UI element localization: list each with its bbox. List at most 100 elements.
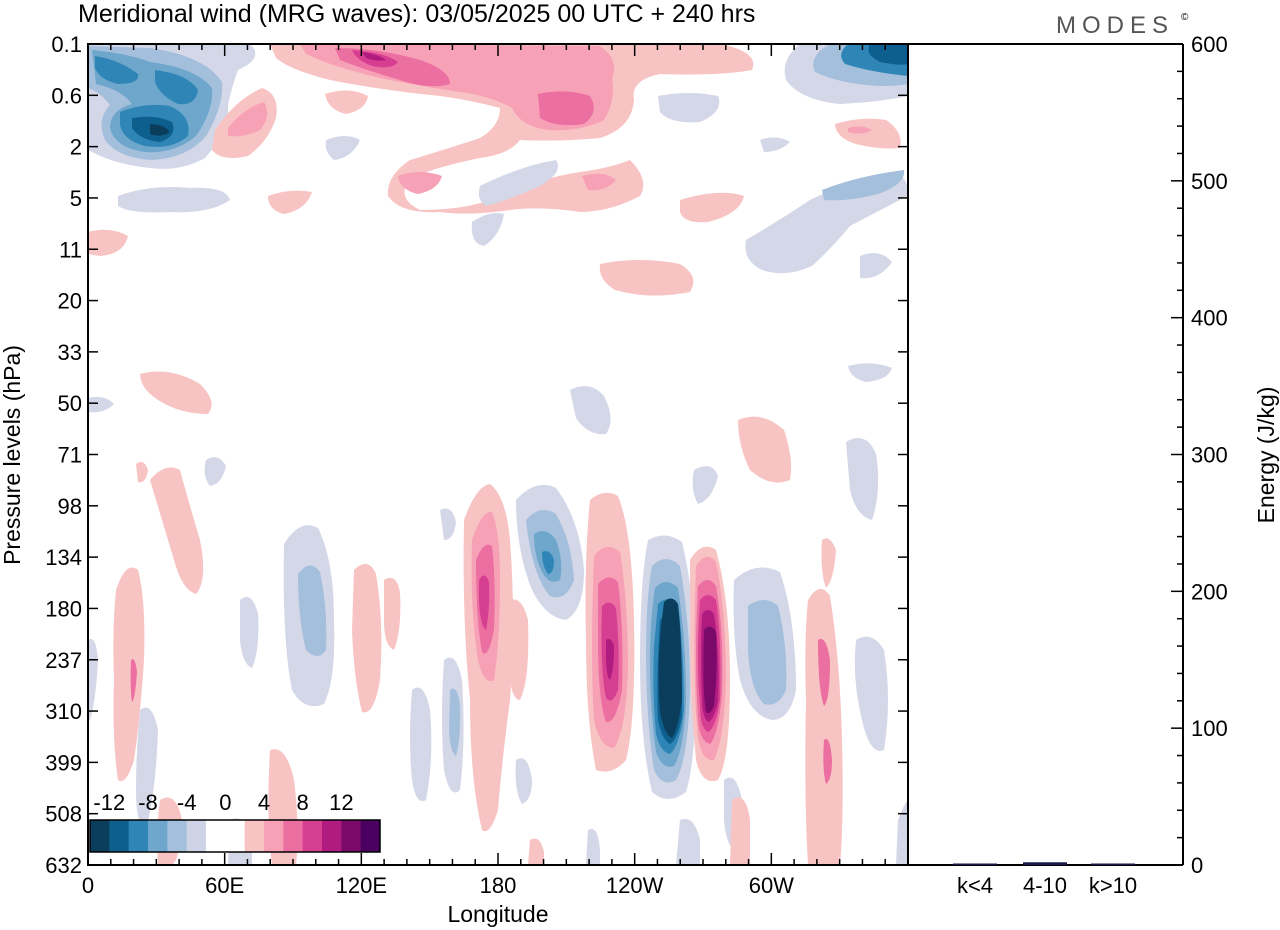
y-tick-label: 508 bbox=[45, 802, 82, 827]
colorbar-label: -12 bbox=[93, 790, 125, 815]
logo-text: MODES bbox=[1056, 12, 1174, 39]
contour-pink-5hpa-c bbox=[268, 190, 312, 214]
energy-bar bbox=[1023, 862, 1067, 865]
colorbar-swatch bbox=[360, 820, 381, 852]
colorbar-label: 0 bbox=[219, 790, 231, 815]
y-tick-label: 71 bbox=[58, 443, 82, 468]
x-tick-label: 60W bbox=[749, 873, 794, 898]
contour-pink-5hpa bbox=[398, 172, 442, 194]
contour-lav-60e bbox=[240, 597, 259, 668]
contour-lav-100w-low bbox=[676, 818, 700, 865]
contour-pink-upper-band-2 bbox=[335, 48, 594, 126]
contour-pink-110w-5 bbox=[703, 626, 717, 714]
contour-pink-110e bbox=[352, 563, 382, 713]
contour-lav-30w bbox=[896, 800, 908, 865]
colorbar-label: 8 bbox=[297, 790, 309, 815]
logo-mark: © bbox=[1181, 12, 1189, 23]
energy-tick-label: 300 bbox=[1191, 443, 1228, 468]
modes-logo: MODES © bbox=[1056, 12, 1189, 39]
contour-pink-5hpa-d bbox=[680, 192, 744, 223]
contour-pink-71hpa-right bbox=[738, 416, 792, 483]
contour-pink-right-upper bbox=[835, 118, 901, 149]
colorbar-label: 12 bbox=[329, 790, 353, 815]
energy-category-label: k>10 bbox=[1089, 873, 1137, 898]
x-tick-label: 0 bbox=[82, 873, 94, 898]
contour-pink-mid-top bbox=[658, 93, 720, 123]
contour-blue-upper-right-3 bbox=[868, 44, 908, 65]
contour-lav-50hpa-left bbox=[88, 396, 114, 413]
contour-lav-180-low bbox=[515, 758, 532, 804]
colorbar-swatch bbox=[264, 820, 284, 852]
colorbar-swatch bbox=[244, 820, 265, 852]
contour-pink-70w-core bbox=[823, 738, 832, 784]
contour-field bbox=[88, 44, 908, 865]
energy-axis-title: Energy (J/kg) bbox=[1253, 387, 1279, 524]
contour-pink-left-streak-core bbox=[130, 659, 137, 702]
y-tick-label: 310 bbox=[45, 699, 82, 724]
colorbar-swatch bbox=[148, 820, 168, 852]
energy-tick-label: 0 bbox=[1191, 853, 1203, 878]
contour-blue-90e bbox=[298, 565, 327, 656]
contour-lav-71hpa-right bbox=[846, 438, 879, 520]
colorbar-swatch bbox=[109, 820, 130, 852]
contour-lav-125w-low bbox=[586, 828, 600, 865]
colorbar-swatch bbox=[322, 820, 342, 852]
x-tick-label: 180 bbox=[480, 873, 517, 898]
energy-panel: 0 100 200 300 400 500 600 k<4 4-10 k>10 bbox=[953, 32, 1228, 898]
contour-blue-165 bbox=[449, 688, 461, 756]
colorbar-label: 4 bbox=[258, 790, 270, 815]
contour-blue-upper-left-5 bbox=[150, 124, 170, 136]
contour-pink-180-3 bbox=[479, 575, 490, 630]
energy-tick-label: 400 bbox=[1191, 306, 1228, 331]
contour-pink-left-streak bbox=[113, 567, 145, 782]
contour-lav-right-mid bbox=[745, 172, 908, 274]
contour-lav-right-11 bbox=[860, 253, 892, 279]
pressure-axis: 0.1 0.6 2 5 11 20 33 50 71 98 134 180 237 310 399 508 63… bbox=[45, 32, 908, 878]
chart-title: Meridional wind (MRG waves): 03/05/2025 … bbox=[78, 0, 755, 28]
y-tick-label: 98 bbox=[58, 494, 82, 519]
contour-pink-145w-4 bbox=[606, 638, 614, 680]
contour-lav-71-left bbox=[204, 457, 226, 486]
energy-bar bbox=[953, 863, 997, 865]
contour-lav-2hpa-mid bbox=[325, 136, 360, 160]
contour-pink-upper-band-outer bbox=[270, 44, 754, 214]
x-tick-label: 120E bbox=[336, 873, 387, 898]
x-tick-label: 120W bbox=[606, 873, 664, 898]
contour-lav-5hpa-left bbox=[118, 187, 230, 213]
contour-pink-70w-top bbox=[821, 538, 836, 588]
energy-tick-label: 200 bbox=[1191, 579, 1228, 604]
contour-pink-mid-upper-1 bbox=[325, 90, 368, 114]
contour-lav-50w bbox=[854, 636, 888, 751]
contour-pink-50hpa-left bbox=[140, 371, 212, 414]
energy-bar bbox=[1091, 863, 1135, 865]
contour-pink-185-side bbox=[508, 599, 529, 700]
energy-category-label: k<4 bbox=[957, 873, 993, 898]
y-tick-label: 5 bbox=[70, 186, 82, 211]
y-tick-label: 50 bbox=[58, 391, 82, 416]
contour-lav-71-90w bbox=[692, 466, 718, 504]
colorbar-frame bbox=[89, 819, 381, 853]
colorbar-swatch bbox=[167, 820, 188, 852]
contour-pink-70w bbox=[805, 588, 843, 865]
colorbar-label: -8 bbox=[138, 790, 158, 815]
colorbar-swatch bbox=[302, 820, 323, 852]
colorbar-swatch bbox=[186, 820, 207, 852]
longitude-axis: 0 60E 120E 180 120W 60W bbox=[82, 44, 909, 898]
colorbar-swatch bbox=[283, 820, 304, 852]
contour-pink-180-low bbox=[528, 838, 544, 865]
contour-blue-right-mid bbox=[822, 170, 905, 201]
contour-pink-70w-side bbox=[818, 638, 830, 706]
contour-blue-125w-5 bbox=[658, 598, 682, 738]
colorbar-label: -4 bbox=[177, 790, 197, 815]
contour-lav-5hpa-mid bbox=[478, 160, 558, 206]
energy-category-label: 4-10 bbox=[1023, 873, 1067, 898]
contour-lav-135e bbox=[410, 687, 432, 802]
contour-lav-2hpa-right bbox=[760, 137, 790, 152]
contour-lav-50hpa-mid bbox=[570, 386, 611, 435]
x-axis-title: Longitude bbox=[447, 901, 548, 927]
y-tick-label: 180 bbox=[45, 596, 82, 621]
y-tick-label: 2 bbox=[70, 135, 82, 160]
contour-pink-upper-band-4 bbox=[362, 52, 386, 61]
contour-lav-150-top bbox=[440, 508, 456, 540]
colorbar-swatch bbox=[206, 820, 226, 852]
